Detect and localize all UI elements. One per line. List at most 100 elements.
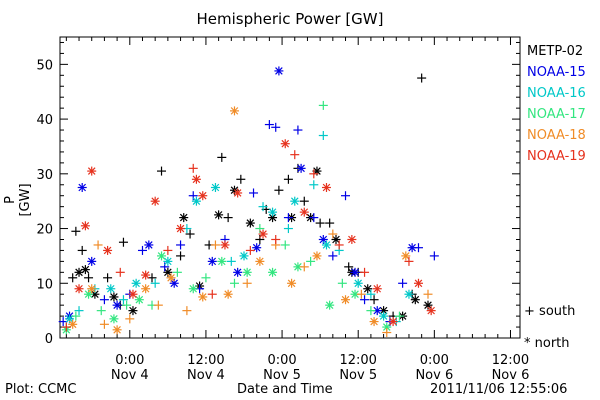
- data-point: [112, 325, 122, 335]
- data-point: [229, 106, 239, 116]
- data-point: [283, 174, 293, 184]
- data-point: [166, 273, 176, 283]
- marker-symbol-north: *: [524, 336, 531, 351]
- data-point: [271, 234, 281, 244]
- legend-entry-noaa15: NOAA-15: [527, 65, 586, 80]
- data-point: [318, 234, 328, 244]
- data-point: [306, 256, 316, 266]
- data-point: [217, 256, 227, 266]
- data-point: [198, 191, 208, 201]
- marker-key-north: * north: [524, 328, 575, 360]
- data-point: [264, 120, 274, 130]
- data-point: [404, 289, 414, 299]
- data-point: [68, 273, 78, 283]
- data-point: [255, 256, 265, 266]
- axis-ticks: [60, 37, 520, 339]
- data-point: [242, 278, 252, 288]
- data-point: [87, 166, 97, 176]
- data-point: [220, 240, 230, 250]
- plot-frame: [59, 36, 521, 339]
- data-point: [296, 163, 306, 173]
- data-point: [87, 256, 97, 266]
- data-point: [287, 278, 297, 288]
- data-point: [299, 196, 309, 206]
- data-point: [125, 314, 135, 324]
- data-point: [68, 319, 78, 329]
- data-point: [80, 265, 90, 275]
- data-point: [99, 319, 109, 329]
- x-tick-label-time: 0:00: [267, 353, 296, 368]
- x-tick-label-time: 0:00: [115, 353, 144, 368]
- x-tick-label-date: Nov 5: [263, 368, 301, 383]
- data-point: [321, 240, 331, 250]
- data-point: [372, 306, 382, 316]
- data-point: [191, 174, 201, 184]
- data-point: [315, 218, 325, 228]
- data-point: [413, 278, 423, 288]
- legend-entry-noaa19: NOAA-19: [527, 149, 586, 164]
- y-tick-label: 50: [36, 58, 53, 73]
- x-tick-label-date: Nov 5: [339, 368, 377, 383]
- data-point: [134, 295, 144, 305]
- data-point: [131, 278, 141, 288]
- data-point: [172, 267, 182, 277]
- data-point: [163, 245, 173, 255]
- data-point: [233, 267, 243, 277]
- data-point: [61, 322, 71, 332]
- data-point: [341, 191, 351, 201]
- data-point: [229, 278, 239, 288]
- data-point: [71, 226, 81, 236]
- y-tick-label: 0: [45, 332, 53, 347]
- data-point: [217, 152, 227, 162]
- data-point: [268, 207, 278, 217]
- data-point: [137, 245, 147, 255]
- data-point: [271, 122, 281, 132]
- x-tick-label-date: Nov 4: [187, 368, 225, 383]
- data-point: [188, 163, 198, 173]
- legend-entry-noaa16: NOAA-16: [527, 86, 586, 101]
- data-point: [318, 131, 328, 141]
- marker-label-north: north: [534, 336, 570, 351]
- data-point: [280, 139, 290, 149]
- data-point: [318, 100, 328, 110]
- data-point: [128, 306, 138, 316]
- data-point: [115, 267, 125, 277]
- data-point: [71, 311, 81, 321]
- data-point: [210, 240, 220, 250]
- data-point: [109, 314, 119, 324]
- legend-entry-metp02: METP-02: [527, 44, 584, 59]
- data-point: [268, 267, 278, 277]
- data-point: [328, 251, 338, 261]
- data-point: [283, 213, 293, 223]
- data-point: [274, 185, 284, 195]
- data-point: [163, 256, 173, 266]
- chart-title: Hemispheric Power [GW]: [196, 10, 384, 28]
- data-point: [106, 284, 116, 294]
- data-point: [325, 300, 335, 310]
- data-point: [258, 229, 268, 239]
- data-point: [233, 188, 243, 198]
- data-point: [245, 245, 255, 255]
- data-point: [417, 73, 427, 83]
- x-tick-label-time: 12:00: [339, 353, 376, 368]
- data-point: [207, 289, 217, 299]
- x-tick-label-date: Nov 6: [415, 368, 453, 383]
- data-point: [401, 251, 411, 261]
- data-point: [426, 306, 436, 316]
- x-tick-label-time: 12:00: [492, 353, 529, 368]
- data-point: [299, 207, 309, 217]
- data-point: [77, 245, 87, 255]
- data-point: [245, 218, 255, 228]
- data-point: [118, 295, 128, 305]
- data-point: [366, 289, 376, 299]
- data-point: [398, 278, 408, 288]
- x-axis-label: Date and Time: [237, 382, 333, 397]
- data-point: [410, 295, 420, 305]
- data-point: [223, 289, 233, 299]
- data-point: [176, 240, 186, 250]
- data-point: [404, 256, 414, 266]
- data-point: [103, 245, 113, 255]
- data-point: [366, 306, 376, 316]
